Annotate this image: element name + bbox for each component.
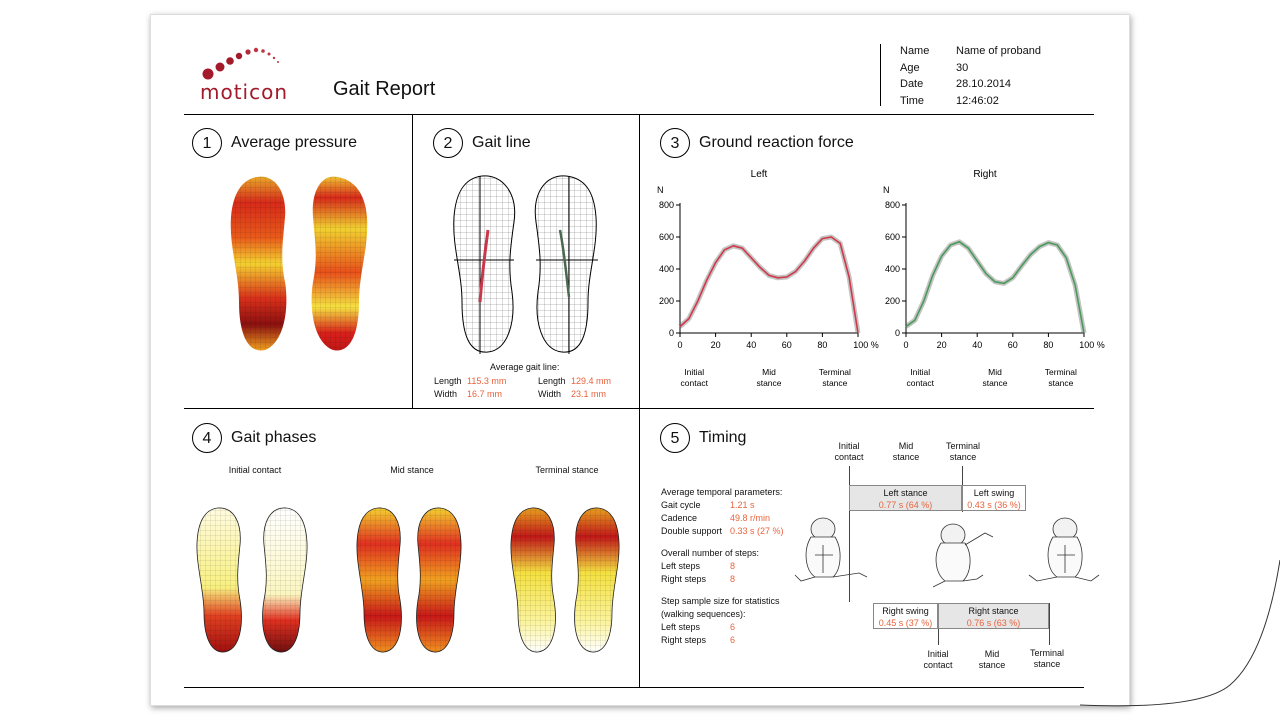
phase-label: contact xyxy=(681,378,709,388)
x-tick-label: 100 % xyxy=(1079,340,1105,350)
phase-label-initial-contact: Initial contact xyxy=(228,465,282,475)
phase-label: stance xyxy=(756,378,781,388)
report-page xyxy=(150,14,1130,706)
x-tick-label: 0 xyxy=(677,340,682,350)
phase-label: Initial xyxy=(910,367,930,377)
phase-label: stance xyxy=(822,378,847,388)
x-tick-label: 40 xyxy=(746,340,756,350)
phase-label: Mid xyxy=(762,367,776,377)
series-line xyxy=(905,241,1085,334)
chart-title: Left xyxy=(751,169,768,180)
walker-figure-2 xyxy=(932,523,994,588)
phase-initial-contact-insoles xyxy=(196,507,308,653)
gait-phase-insoles xyxy=(196,507,620,653)
gait-line-left-stats: Length 115.3 mm Width 16.7 mm xyxy=(434,376,507,399)
timing-top-label-terminal: Terminal stance xyxy=(945,441,980,462)
timing-bottom-label-terminal: Terminal stance xyxy=(1029,648,1064,669)
timing-top-label-initial: Initial contact xyxy=(834,441,864,462)
left-stance-bar: Left stance 0.77 s (64 %) xyxy=(849,485,962,511)
left-gait-grid xyxy=(453,175,516,354)
grf-chart-left: Left N 0 200 400 600 800 0 20 40 60 80 100 % Initialc… xyxy=(657,169,879,388)
left-swing-bar: Left swing 0.43 s (36 %) xyxy=(962,485,1026,511)
right-swing-bar: Right swing 0.45 s (37 %) xyxy=(873,603,938,629)
y-tick-label: 200 xyxy=(659,296,674,306)
timing-bottom-label-initial: Initial contact xyxy=(923,649,953,670)
right-stance-bar: Right stance 0.76 s (63 %) xyxy=(938,603,1049,629)
grid-line-bottom xyxy=(184,687,1084,688)
x-tick-label: 20 xyxy=(711,340,721,350)
info-row: Age 30 xyxy=(900,61,969,74)
header-divider xyxy=(880,44,881,106)
right-gait-grid xyxy=(534,175,598,354)
phase-label: contact xyxy=(907,378,935,388)
right-insole-heatmap xyxy=(311,176,368,351)
phase-label-terminal-stance: Terminal stance xyxy=(535,465,599,475)
page-curl xyxy=(1080,560,1280,720)
brand-name: moticon xyxy=(200,80,289,104)
phase-mid-stance-insoles xyxy=(356,507,462,653)
phase-label-mid-stance: Mid stance xyxy=(390,465,434,475)
walking-figures-illustration xyxy=(794,517,1100,588)
gait-line-insoles xyxy=(453,175,598,354)
timing-bottom-label-mid: Mid stance xyxy=(978,649,1006,670)
page-title: Gait Report xyxy=(333,78,436,100)
timing-line-right-terminal xyxy=(1049,603,1050,645)
y-axis-label: N xyxy=(657,185,664,195)
y-axis-label: N xyxy=(883,185,890,195)
right-gait-line xyxy=(558,229,571,298)
y-tick-label: 200 xyxy=(885,296,900,306)
grid-divider-1 xyxy=(412,114,413,408)
x-tick-label: 60 xyxy=(1008,340,1018,350)
chart-title: Right xyxy=(973,169,997,180)
section-gait-phases: 4 Gait phases xyxy=(192,423,316,453)
x-tick-label: 100 % xyxy=(853,340,879,350)
x-tick-label: 60 xyxy=(782,340,792,350)
gait-line-right-stats: Length 129.4 mm Width 23.1 mm xyxy=(538,376,612,399)
y-tick-label: 800 xyxy=(885,200,900,210)
grid-divider-2 xyxy=(639,114,640,688)
x-tick-label: 0 xyxy=(903,340,908,350)
section-timing: 5 Timing xyxy=(660,423,746,453)
series-band xyxy=(904,239,1087,334)
phase-label: stance xyxy=(982,378,1007,388)
y-tick-label: 600 xyxy=(885,232,900,242)
timing-parameters: Average temporal parameters: Gait cycle 1… xyxy=(661,487,784,645)
section-average-pressure: 1 Average pressure xyxy=(192,128,357,158)
phase-label: Terminal xyxy=(819,367,851,377)
phase-label: Mid xyxy=(988,367,1002,377)
y-tick-label: 600 xyxy=(659,232,674,242)
y-tick-label: 0 xyxy=(895,328,900,338)
y-tick-label: 0 xyxy=(669,328,674,338)
gait-line-caption: Average gait line: xyxy=(490,362,560,372)
left-insole-heatmap xyxy=(230,176,287,351)
info-row: Date 28.10.2014 xyxy=(900,78,1012,90)
y-tick-label: 800 xyxy=(659,200,674,210)
section-ground-reaction-force: 3 Ground reaction force xyxy=(660,128,854,158)
proband-info: Name Name of proband Age 30 Date 28.10.2014… xyxy=(900,43,1041,109)
x-tick-label: 80 xyxy=(1043,340,1053,350)
phase-terminal-stance-insoles xyxy=(510,507,620,653)
section-gait-line: 2 Gait line xyxy=(433,128,531,158)
x-tick-label: 20 xyxy=(937,340,947,350)
phase-label: Initial xyxy=(684,367,704,377)
y-tick-label: 400 xyxy=(659,264,674,274)
timing-line-initial xyxy=(849,466,850,602)
x-tick-label: 40 xyxy=(972,340,982,350)
walker-figure-3 xyxy=(1028,517,1100,582)
info-row: Time 12:46:02 xyxy=(900,94,999,107)
phase-label: stance xyxy=(1048,378,1073,388)
walker-figure-1 xyxy=(794,517,868,582)
series-band xyxy=(678,234,861,334)
moticon-logo-icon xyxy=(202,47,279,80)
y-tick-label: 400 xyxy=(885,264,900,274)
x-tick-label: 80 xyxy=(817,340,827,350)
timing-top-label-mid: Mid stance xyxy=(892,441,920,462)
grf-chart-right: Right N 0 200 400 600 800 0 20 40 60 80 100 % Initial… xyxy=(883,169,1105,388)
info-row: Name Name of proband xyxy=(900,45,1041,57)
left-gait-line xyxy=(478,229,490,303)
phase-label: Terminal xyxy=(1045,367,1077,377)
average-pressure-insoles xyxy=(230,176,368,351)
